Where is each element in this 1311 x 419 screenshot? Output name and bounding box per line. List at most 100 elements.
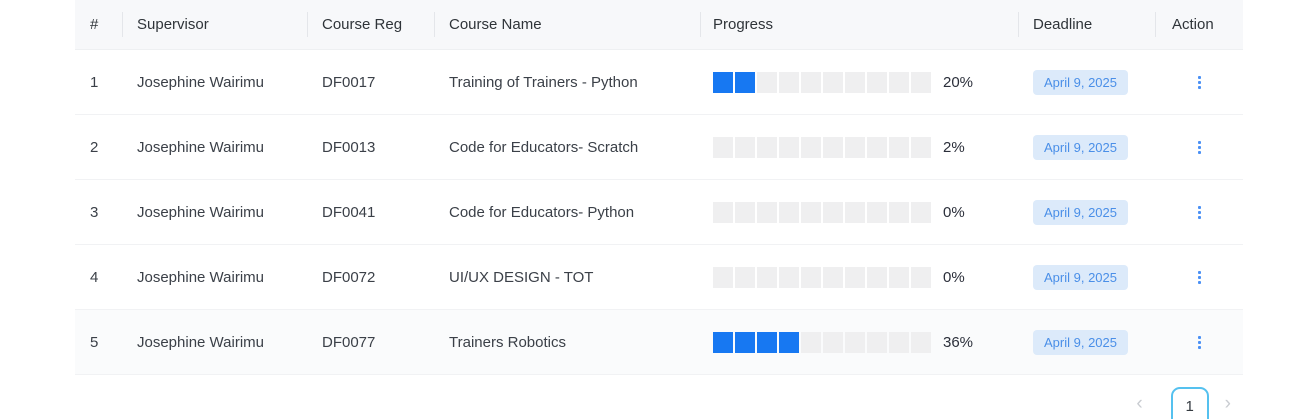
progress-segment	[713, 71, 733, 93]
row-actions-button[interactable]	[1190, 68, 1209, 97]
progress-segment	[845, 331, 865, 353]
progress-segment	[735, 136, 755, 158]
deadline-badge: April 9, 2025	[1033, 264, 1128, 290]
progress-segment	[823, 201, 843, 223]
table-header-row: # Supervisor Course Reg Course Name Prog…	[75, 0, 1243, 50]
progress-segment	[867, 331, 887, 353]
progress-percent-label: 0%	[943, 268, 965, 286]
progress-segment	[735, 331, 755, 353]
progress-segment	[911, 71, 931, 93]
column-header-course-reg: Course Reg	[307, 0, 434, 49]
progress-segment	[823, 331, 843, 353]
cell-course-name: UI/UX DESIGN - TOT	[449, 268, 594, 286]
column-header-label: Progress	[713, 16, 774, 33]
table-row: 5 Josephine Wairimu DF0077 Trainers Robo…	[75, 310, 1243, 375]
progress-segment	[757, 331, 777, 353]
column-header-course-name: Course Name	[434, 0, 700, 49]
column-header-label: Action	[1172, 16, 1214, 33]
row-actions-button[interactable]	[1190, 328, 1209, 357]
cell-course-reg: DF0077	[322, 333, 376, 351]
column-header-deadline: Deadline	[1018, 0, 1155, 49]
progress-bar	[713, 331, 931, 353]
cell-course-name: Trainers Robotics	[449, 333, 566, 351]
progress-bar	[713, 266, 931, 288]
chevron-left-icon: ‹	[1136, 393, 1143, 414]
cell-action	[1155, 68, 1243, 97]
cell-deadline: April 9, 2025	[1018, 199, 1155, 225]
deadline-badge: April 9, 2025	[1033, 329, 1128, 355]
progress-segment	[911, 201, 931, 223]
kebab-vertical-icon	[1194, 267, 1205, 288]
progress-segment	[823, 266, 843, 288]
progress-segment	[779, 331, 799, 353]
progress-segment	[735, 266, 755, 288]
cell-progress: 36%	[700, 331, 1018, 353]
progress-segment	[823, 136, 843, 158]
progress-bar	[713, 201, 931, 223]
column-header-index: #	[75, 0, 122, 49]
table-row: 3 Josephine Wairimu DF0041 Code for Educ…	[75, 180, 1243, 245]
progress-segment	[867, 266, 887, 288]
cell-index: 2	[90, 138, 99, 156]
column-header-supervisor: Supervisor	[122, 0, 307, 49]
progress-segment	[801, 266, 821, 288]
progress-segment	[889, 71, 909, 93]
row-actions-button[interactable]	[1190, 133, 1209, 162]
column-header-label: #	[90, 16, 99, 33]
progress-segment	[845, 266, 865, 288]
pagination-prev-button[interactable]: ‹	[1132, 387, 1146, 415]
cell-action	[1155, 328, 1243, 357]
progress-segment	[889, 266, 909, 288]
progress-segment	[845, 71, 865, 93]
progress-segment	[713, 266, 733, 288]
chevron-right-icon: ›	[1224, 393, 1231, 414]
deadline-badge: April 9, 2025	[1033, 134, 1128, 160]
cell-course-name: Code for Educators- Scratch	[449, 138, 639, 156]
cell-course-reg: DF0072	[322, 268, 376, 286]
cell-deadline: April 9, 2025	[1018, 329, 1155, 355]
progress-segment	[713, 201, 733, 223]
cell-course-reg: DF0017	[322, 73, 376, 91]
kebab-vertical-icon	[1194, 72, 1205, 93]
deadline-badge: April 9, 2025	[1033, 69, 1128, 95]
pagination-page-1-button[interactable]: 1	[1170, 387, 1209, 419]
row-actions-button[interactable]	[1190, 198, 1209, 227]
cell-supervisor: Josephine Wairimu	[137, 203, 264, 221]
kebab-vertical-icon	[1194, 332, 1205, 353]
column-header-label: Deadline	[1033, 16, 1093, 33]
progress-segment	[801, 71, 821, 93]
row-actions-button[interactable]	[1190, 263, 1209, 292]
progress-segment	[779, 201, 799, 223]
cell-course-name: Code for Educators- Python	[449, 203, 635, 221]
progress-segment	[823, 71, 843, 93]
progress-segment	[801, 331, 821, 353]
progress-segment	[757, 266, 777, 288]
progress-segment	[867, 201, 887, 223]
progress-bar	[713, 136, 931, 158]
courses-table: # Supervisor Course Reg Course Name Prog…	[75, 0, 1243, 375]
progress-percent-label: 36%	[943, 333, 974, 351]
pagination-next-button[interactable]: ›	[1221, 387, 1235, 415]
progress-percent-label: 2%	[943, 138, 965, 156]
kebab-vertical-icon	[1194, 202, 1205, 223]
cell-index: 1	[90, 73, 99, 91]
column-header-label: Course Reg	[322, 16, 403, 33]
cell-deadline: April 9, 2025	[1018, 264, 1155, 290]
progress-segment	[779, 71, 799, 93]
cell-supervisor: Josephine Wairimu	[137, 333, 264, 351]
table-row: 1 Josephine Wairimu DF0017 Training of T…	[75, 50, 1243, 115]
progress-segment	[757, 201, 777, 223]
column-header-progress: Progress	[700, 0, 1018, 49]
progress-segment	[801, 136, 821, 158]
progress-segment	[845, 136, 865, 158]
cell-index: 4	[90, 268, 99, 286]
cell-progress: 0%	[700, 201, 1018, 223]
progress-segment	[911, 266, 931, 288]
table-row: 4 Josephine Wairimu DF0072 UI/UX DESIGN …	[75, 245, 1243, 310]
progress-segment	[735, 201, 755, 223]
cell-progress: 0%	[700, 266, 1018, 288]
cell-deadline: April 9, 2025	[1018, 134, 1155, 160]
column-header-action: Action	[1155, 0, 1243, 49]
progress-segment	[867, 136, 887, 158]
progress-segment	[889, 201, 909, 223]
